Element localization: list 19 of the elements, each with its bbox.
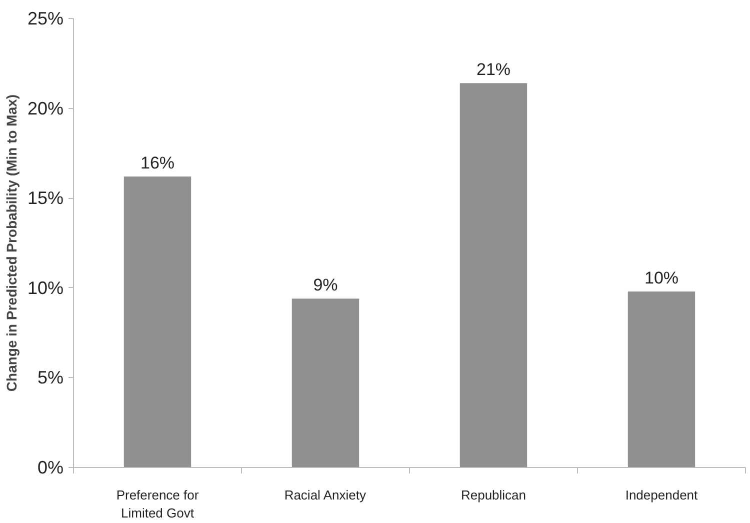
- data-label: 10%: [644, 268, 679, 288]
- data-label: 9%: [313, 276, 338, 295]
- data-label: 21%: [476, 60, 511, 80]
- x-tick-label: Preference for Limited Govt: [116, 488, 200, 520]
- x-tick-label: Republican: [460, 488, 526, 502]
- y-tick-label: 15%: [27, 188, 64, 208]
- bar: [460, 83, 528, 468]
- y-tick-label: 5%: [37, 368, 64, 388]
- y-tick-label: 0%: [37, 458, 64, 478]
- data-label: 16%: [140, 154, 175, 173]
- bar: [124, 176, 192, 468]
- y-axis-title: Change in Predicted Probability (Min to Max): [3, 94, 20, 392]
- y-tick-label: 10%: [27, 278, 64, 298]
- bar: [292, 298, 360, 468]
- y-tick-label: 25%: [27, 8, 64, 28]
- x-tick-label: Independent: [625, 488, 698, 502]
- x-tick-label: Racial Anxiety: [284, 488, 366, 502]
- bar: [628, 291, 696, 468]
- y-tick-label: 20%: [27, 98, 64, 118]
